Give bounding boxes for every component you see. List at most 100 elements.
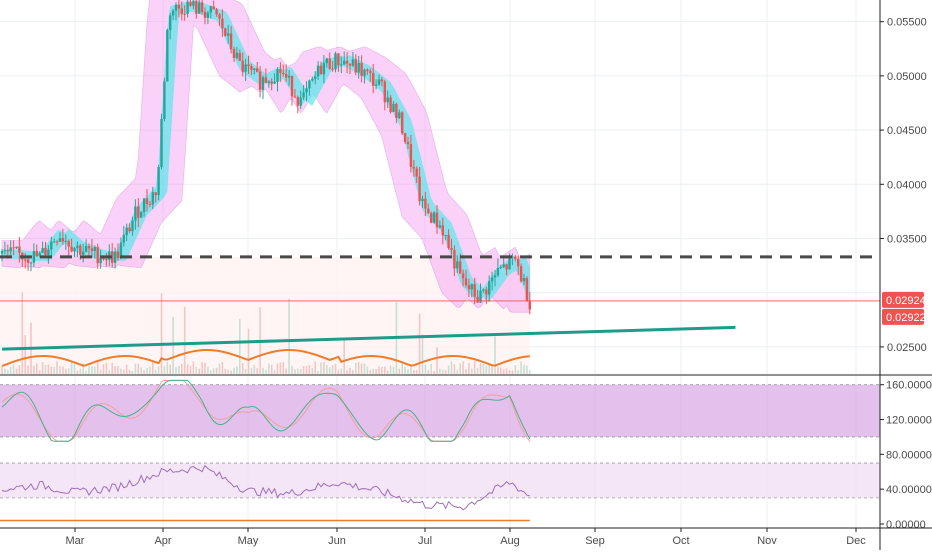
- volume-bar: [442, 369, 444, 374]
- candle-body: [314, 76, 317, 79]
- candle-body: [296, 97, 299, 106]
- volume-bar: [282, 362, 285, 374]
- volume-bar: [366, 366, 369, 374]
- volume-bar: [146, 367, 148, 374]
- candle-body: [174, 4, 178, 11]
- volume-bar: [424, 364, 427, 374]
- volume-bar: [326, 364, 328, 374]
- price-tick-label: 0.02500: [887, 342, 927, 354]
- volume-bar: [67, 368, 70, 374]
- candle-body: [383, 81, 386, 103]
- volume-bar: [378, 366, 380, 374]
- candle-body: [70, 246, 73, 252]
- volume-bar: [236, 366, 238, 374]
- volume-bar: [99, 369, 102, 374]
- volume-bar: [128, 369, 131, 374]
- candle-body: [47, 249, 50, 255]
- candle-body: [374, 84, 378, 86]
- volume-bar: [343, 340, 345, 374]
- candle-body: [258, 71, 262, 90]
- volume-bar: [195, 367, 198, 374]
- candle-body: [209, 6, 212, 13]
- volume-bar: [18, 365, 21, 374]
- candle-body: [29, 262, 33, 264]
- rsi-line: [1, 464, 530, 511]
- volume-bar: [120, 368, 122, 374]
- volume-bar: [352, 369, 354, 374]
- candle-body: [430, 213, 433, 223]
- volume-bar: [279, 362, 282, 374]
- time-tick-label: May: [238, 535, 259, 547]
- candle-body: [450, 247, 453, 250]
- time-tick-label: Dec: [846, 535, 866, 547]
- volume-bar: [218, 363, 221, 374]
- volume-bar: [96, 362, 99, 374]
- candle-body: [293, 96, 297, 98]
- volume-bar: [497, 366, 499, 374]
- volume-bar: [38, 370, 41, 374]
- volume-bar: [433, 370, 435, 374]
- volume-bar: [9, 366, 12, 374]
- candle-body: [32, 251, 36, 263]
- volume-bar: [157, 366, 160, 374]
- candle-body: [206, 12, 210, 18]
- candles[interactable]: [0, 0, 531, 315]
- candle-body: [0, 250, 4, 254]
- candle-body: [432, 212, 436, 223]
- second-price-label: 0.02922: [886, 312, 926, 324]
- candle-body: [519, 266, 523, 282]
- volume-bar: [404, 366, 406, 374]
- volume-bar: [349, 367, 351, 374]
- volume-bar: [302, 366, 305, 374]
- oscillator-pane[interactable]: [0, 374, 932, 442]
- rsi-pane[interactable]: [0, 462, 880, 522]
- candle-body: [244, 64, 247, 72]
- volume-bar: [85, 370, 87, 374]
- volume-bar: [436, 347, 438, 374]
- candle-body: [137, 206, 140, 218]
- candle-body: [35, 251, 38, 257]
- candle-body: [502, 264, 505, 268]
- candle-body: [229, 33, 233, 50]
- candle-body: [128, 227, 131, 232]
- candle-body: [276, 69, 279, 82]
- support-trendline: [2, 325, 736, 351]
- volume-bar: [415, 370, 418, 374]
- candle-body: [351, 59, 355, 66]
- candle-body: [67, 240, 70, 247]
- volume-bar: [459, 363, 461, 374]
- candle-body: [270, 81, 273, 84]
- candle-body: [116, 251, 120, 259]
- candle-body: [55, 241, 59, 243]
- candle-body: [148, 204, 152, 206]
- candle-body: [415, 168, 418, 177]
- volume-bar: [485, 365, 488, 374]
- indicator-bands: [0, 0, 531, 374]
- candle-body: [232, 49, 236, 58]
- volume-bar: [311, 367, 314, 374]
- candle-body: [64, 240, 67, 242]
- volume-bar: [427, 370, 430, 374]
- volume-bar: [62, 366, 64, 374]
- volume-bar: [291, 365, 293, 374]
- candle-body: [102, 258, 105, 260]
- volume-bar: [465, 369, 467, 374]
- time-tick-label: Mar: [66, 535, 85, 547]
- volume-sma-line: [1, 348, 530, 367]
- volume-bar: [140, 367, 142, 374]
- volume-bar: [453, 364, 456, 374]
- volume-bar: [73, 363, 76, 374]
- volume-bar: [239, 319, 241, 374]
- candle-body: [119, 242, 123, 259]
- volume-bar: [154, 369, 157, 374]
- volume-bar: [117, 366, 119, 374]
- rsi-band: [0, 463, 880, 498]
- candle-body: [41, 248, 44, 253]
- volume-bar: [410, 365, 412, 374]
- volume-bar: [33, 365, 35, 374]
- volume-bar: [21, 292, 24, 374]
- candle-body: [122, 234, 125, 243]
